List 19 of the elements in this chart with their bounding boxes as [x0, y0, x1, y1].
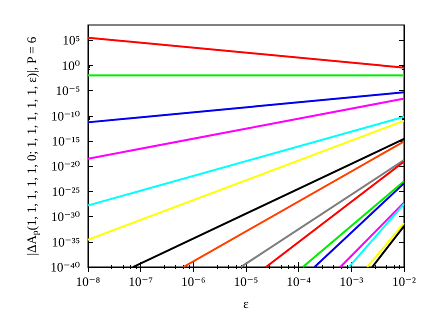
- x-tick-label: 10⁻⁴: [286, 274, 312, 289]
- x-axis-title: ε: [243, 296, 250, 311]
- y-tick-label: 10⁵: [62, 32, 80, 48]
- y-axis-title: |ΔAp(1, 1, 1, 1, 1, 0; 1, 1, 1, 1, 1, ε)|, P = 6: [24, 36, 40, 256]
- x-tick-label: 10⁻⁸: [76, 274, 101, 289]
- y-tick-label: 10⁻²⁰: [51, 158, 80, 174]
- y-tick-label: 10⁰: [62, 58, 80, 73]
- x-tick-label: 10⁻²: [392, 274, 416, 289]
- x-tick-label: 10⁻⁶: [181, 274, 206, 289]
- x-tick-label: 10⁻⁷: [128, 274, 153, 289]
- y-tick-label: 10⁻³⁰: [51, 209, 80, 224]
- x-tick-label: 10⁻⁵: [234, 274, 258, 289]
- y-tick-label: 10⁻¹⁰: [51, 108, 80, 124]
- y-tick-label: 10⁻²⁵: [52, 184, 80, 199]
- y-tick-label: 10⁻³⁵: [52, 234, 80, 250]
- y-tick-label: 10⁻¹⁵: [52, 133, 80, 148]
- y-tick-label: 10⁻⁴⁰: [50, 260, 80, 274]
- x-tick-label: 10⁻³: [339, 274, 364, 289]
- y-tick-label: 10⁻⁵: [56, 83, 80, 98]
